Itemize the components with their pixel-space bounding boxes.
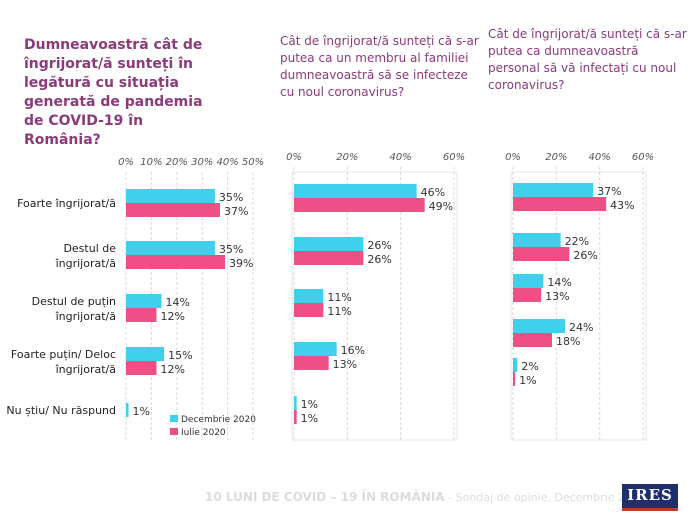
question-2-title: Cât de îngrijorat/ă sunteți că s-ar pute… bbox=[280, 34, 479, 99]
data-label: 26% bbox=[573, 249, 597, 262]
data-label: 35% bbox=[219, 243, 243, 256]
x-tick-label: 20% bbox=[336, 152, 358, 163]
x-tick-label: 30% bbox=[191, 157, 213, 168]
bar bbox=[294, 237, 364, 251]
bar bbox=[126, 189, 215, 203]
data-label: 14% bbox=[166, 296, 190, 309]
data-label: 18% bbox=[556, 335, 580, 348]
question-1-title: Dumneavoastră cât de îngrijorat/ă sunteț… bbox=[24, 37, 203, 148]
category-label: Foarte puțin/ Deloc bbox=[11, 348, 116, 361]
bar bbox=[126, 403, 129, 417]
footer-sub: - Sondaj de opinie, Decembrie 2020 bbox=[444, 491, 646, 504]
x-tick-label: 60% bbox=[632, 152, 654, 163]
x-tick-label: 40% bbox=[216, 157, 238, 168]
x-tick-label: 10% bbox=[140, 157, 162, 168]
chart-2-frame bbox=[291, 171, 458, 441]
data-label: 16% bbox=[341, 344, 365, 357]
data-label: 24% bbox=[569, 321, 593, 334]
data-label: 1% bbox=[133, 405, 150, 418]
data-label: 1% bbox=[301, 398, 318, 411]
legend-swatch-jul bbox=[170, 428, 178, 435]
bar bbox=[294, 303, 324, 317]
bar bbox=[294, 356, 329, 370]
x-tick-label: 40% bbox=[390, 152, 412, 163]
category-label: îngrijorat/ă bbox=[55, 257, 116, 270]
data-label: 12% bbox=[160, 363, 184, 376]
data-label: 22% bbox=[565, 235, 589, 248]
bar bbox=[513, 333, 552, 347]
bar bbox=[513, 183, 594, 197]
bar bbox=[126, 347, 165, 361]
data-label: 26% bbox=[367, 253, 391, 266]
x-tick-label: 60% bbox=[443, 152, 465, 163]
data-label: 35% bbox=[219, 191, 243, 204]
chart-3-frame bbox=[510, 171, 647, 441]
data-label: 13% bbox=[333, 358, 357, 371]
bar bbox=[126, 308, 157, 322]
x-tick-label: 40% bbox=[589, 152, 611, 163]
ires-logo: IRES bbox=[622, 484, 678, 511]
data-label: 12% bbox=[160, 310, 184, 323]
data-label: 14% bbox=[547, 276, 571, 289]
data-label: 37% bbox=[597, 185, 621, 198]
footer: 10 LUNI DE COVID – 19 ÎN ROMÂNIA - Sonda… bbox=[205, 490, 646, 504]
legend-swatch-dec bbox=[170, 415, 178, 422]
bar bbox=[126, 361, 157, 375]
category-label: Destul de puțin bbox=[32, 295, 116, 308]
data-label: 39% bbox=[229, 257, 253, 270]
bar bbox=[294, 251, 364, 265]
data-label: 15% bbox=[168, 349, 192, 362]
category-label: Foarte îngrijorat/ă bbox=[17, 197, 116, 210]
bar bbox=[513, 358, 518, 372]
bar bbox=[294, 198, 425, 212]
data-label: 46% bbox=[421, 186, 445, 199]
bar bbox=[513, 274, 544, 288]
bar bbox=[513, 288, 542, 302]
bar bbox=[126, 294, 162, 308]
category-label: îngrijorat/ă bbox=[55, 363, 116, 376]
data-label: 1% bbox=[519, 374, 536, 387]
bar bbox=[513, 197, 607, 211]
data-label: 43% bbox=[610, 199, 634, 212]
x-tick-label: 0% bbox=[505, 152, 521, 163]
data-label: 49% bbox=[429, 200, 453, 213]
legend-label: Iulie 2020 bbox=[181, 428, 226, 438]
category-label: îngrijorat/ă bbox=[55, 310, 116, 323]
data-label: 26% bbox=[367, 239, 391, 252]
x-tick-label: 50% bbox=[242, 157, 264, 168]
bar bbox=[294, 289, 324, 303]
data-label: 37% bbox=[224, 205, 248, 218]
bar bbox=[513, 319, 565, 333]
x-tick-label: 20% bbox=[545, 152, 567, 163]
bar bbox=[513, 247, 570, 261]
bar bbox=[126, 241, 215, 255]
category-label: Nu știu/ Nu răspund bbox=[6, 404, 116, 417]
legend-label: Decembrie 2020 bbox=[181, 415, 256, 425]
category-label: Destul de bbox=[63, 242, 116, 255]
data-label: 1% bbox=[301, 412, 318, 425]
bar bbox=[294, 410, 297, 424]
bar bbox=[294, 396, 297, 410]
x-tick-label: 0% bbox=[286, 152, 302, 163]
bar bbox=[513, 372, 516, 386]
data-label: 11% bbox=[327, 291, 351, 304]
bar bbox=[513, 233, 561, 247]
data-label: 11% bbox=[327, 305, 351, 318]
question-3-title: Cât de îngrijorat/ă sunteți că s-ar pute… bbox=[488, 27, 687, 92]
data-label: 13% bbox=[545, 290, 569, 303]
footer-main: 10 LUNI DE COVID – 19 ÎN ROMÂNIA bbox=[205, 490, 445, 504]
data-label: 2% bbox=[521, 360, 538, 373]
bar bbox=[294, 184, 417, 198]
bar bbox=[294, 342, 337, 356]
x-tick-label: 20% bbox=[166, 157, 188, 168]
x-tick-label: 0% bbox=[118, 157, 134, 168]
bar bbox=[126, 255, 226, 269]
bar bbox=[126, 203, 220, 217]
